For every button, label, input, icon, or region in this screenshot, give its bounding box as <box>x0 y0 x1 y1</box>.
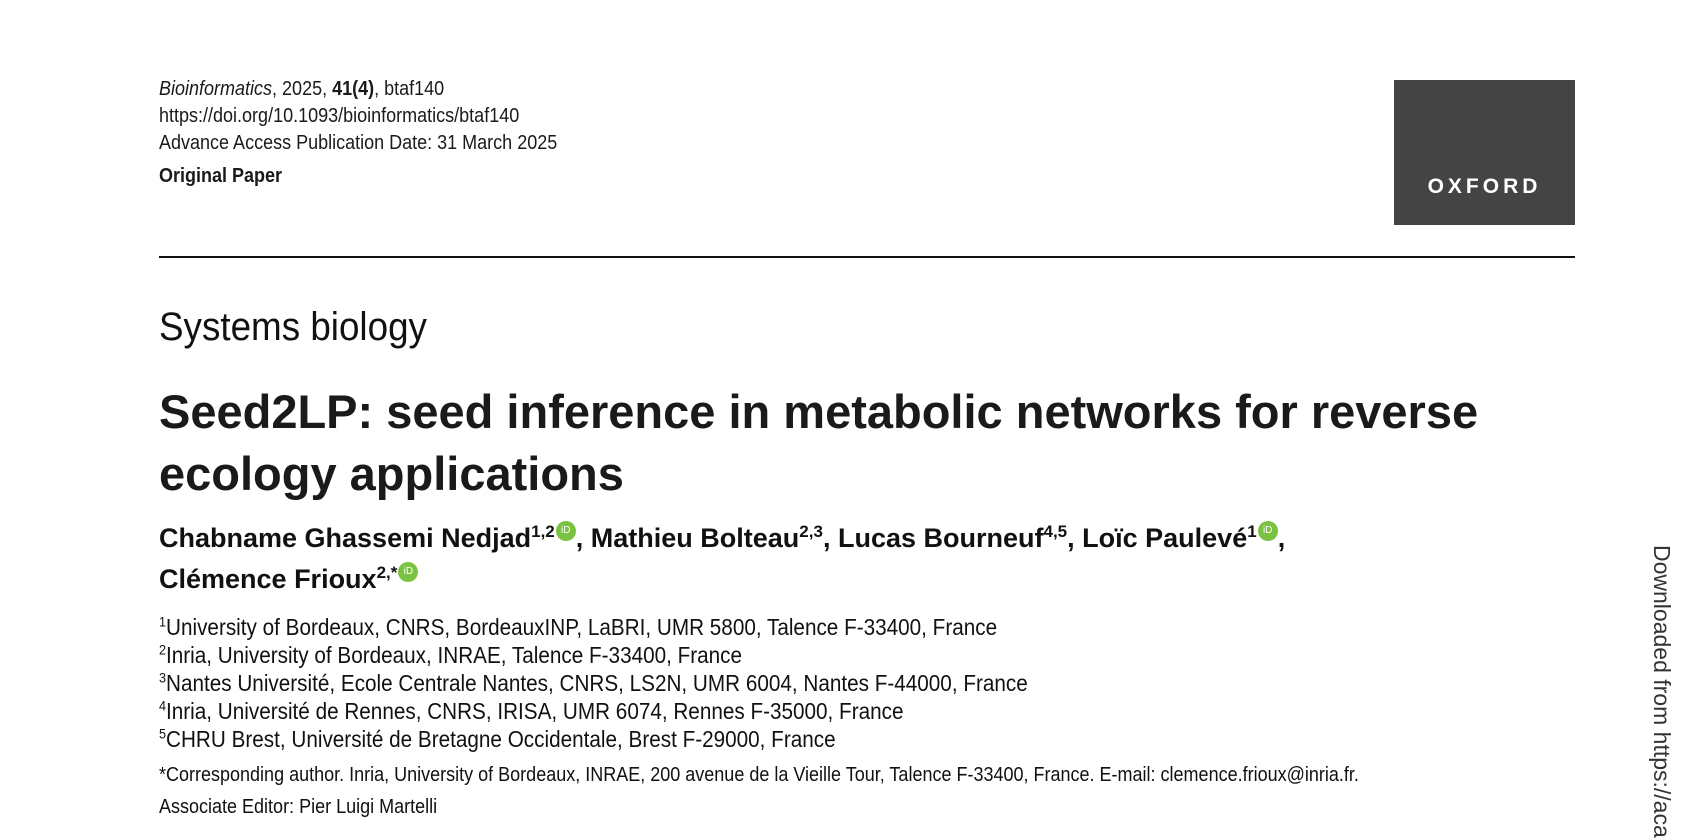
affiliation-text: Inria, Université de Rennes, CNRS, IRISA… <box>166 698 904 724</box>
corresponding-author-note: *Corresponding author. Inria, University… <box>159 764 1359 786</box>
article-type: Original Paper <box>159 165 283 187</box>
access-date: Advance Access Publication Date: 31 Marc… <box>159 132 558 154</box>
author-name: Loïc Paulevé <box>1082 523 1248 553</box>
section-heading: Systems biology <box>159 305 427 349</box>
affiliation-list: 1University of Bordeaux, CNRS, BordeauxI… <box>159 613 1028 753</box>
author-line-1: Chabname Ghassemi Nedjad1,2 iD, Mathieu B… <box>159 518 1599 559</box>
orcid-icon[interactable]: iD <box>1257 521 1278 541</box>
orcid-icon[interactable]: iD <box>555 521 576 541</box>
affiliation-number: 2 <box>159 641 167 658</box>
author-separator: , <box>822 523 838 553</box>
citation-article-id: , btaf140 <box>374 78 445 100</box>
affiliation-item: 4Inria, Université de Rennes, CNRS, IRIS… <box>159 697 1028 725</box>
author-list: Chabname Ghassemi Nedjad1,2 iD, Mathieu B… <box>159 518 1599 600</box>
citation-header: Bioinformatics, 2025, 41(4), btaf140 htt… <box>159 76 557 190</box>
affiliation-item: 5CHRU Brest, Université de Bretagne Occi… <box>159 725 1028 753</box>
author-name: Lucas Bourneuf <box>837 523 1044 553</box>
header-divider <box>159 256 1575 258</box>
affiliation-number: 1 <box>159 613 167 630</box>
author-separator: , <box>1067 523 1083 553</box>
oxford-logo: OXFORD <box>1394 80 1575 225</box>
affiliation-item: 2Inria, University of Bordeaux, INRAE, T… <box>159 641 1028 669</box>
author-affiliation-sup: 2,3 <box>799 522 823 541</box>
affiliation-text: Nantes Université, Ecole Centrale Nantes… <box>166 670 1028 696</box>
affiliation-number: 5 <box>159 725 167 742</box>
associate-editor: Associate Editor: Pier Luigi Martelli <box>159 796 438 818</box>
affiliation-item: 3Nantes Université, Ecole Centrale Nante… <box>159 669 1028 697</box>
author-affiliation-sup: 1,2 <box>531 522 555 541</box>
journal-name: Bioinformatics <box>159 78 273 100</box>
oxford-logo-text: OXFORD <box>1427 175 1542 198</box>
author-name: Chabname Ghassemi Nedjad <box>159 523 532 553</box>
author-separator: , <box>1277 523 1286 553</box>
affiliation-number: 4 <box>159 697 167 714</box>
orcid-icon[interactable]: iD <box>398 562 419 582</box>
affiliation-text: University of Bordeaux, CNRS, BordeauxIN… <box>166 614 998 640</box>
affiliation-number: 3 <box>159 669 167 686</box>
doi-link[interactable]: https://doi.org/10.1093/bioinformatics/b… <box>159 105 520 127</box>
affiliation-text: Inria, University of Bordeaux, INRAE, Ta… <box>166 642 743 668</box>
download-notice: Downloaded from https://aca <box>1649 545 1675 838</box>
author-name: Clémence Frioux <box>159 564 377 594</box>
citation-line: Bioinformatics, 2025, 41(4), btaf140 <box>159 76 557 103</box>
author-name: Mathieu Bolteau <box>590 523 800 553</box>
author-affiliation-sup: 1 <box>1247 522 1257 541</box>
author-affiliation-sup: 2,* <box>376 563 398 582</box>
citation-volume: 41(4) <box>332 78 375 100</box>
citation-year: , 2025, <box>272 78 333 100</box>
affiliation-text: CHRU Brest, Université de Bretagne Occid… <box>166 726 836 752</box>
paper-title: Seed2LP: seed inference in metabolic net… <box>159 385 1479 500</box>
author-separator: , <box>575 523 591 553</box>
affiliation-item: 1University of Bordeaux, CNRS, BordeauxI… <box>159 613 1028 641</box>
author-affiliation-sup: 4,5 <box>1043 522 1068 541</box>
author-line-2: Clémence Frioux2,* iD <box>159 559 1599 600</box>
